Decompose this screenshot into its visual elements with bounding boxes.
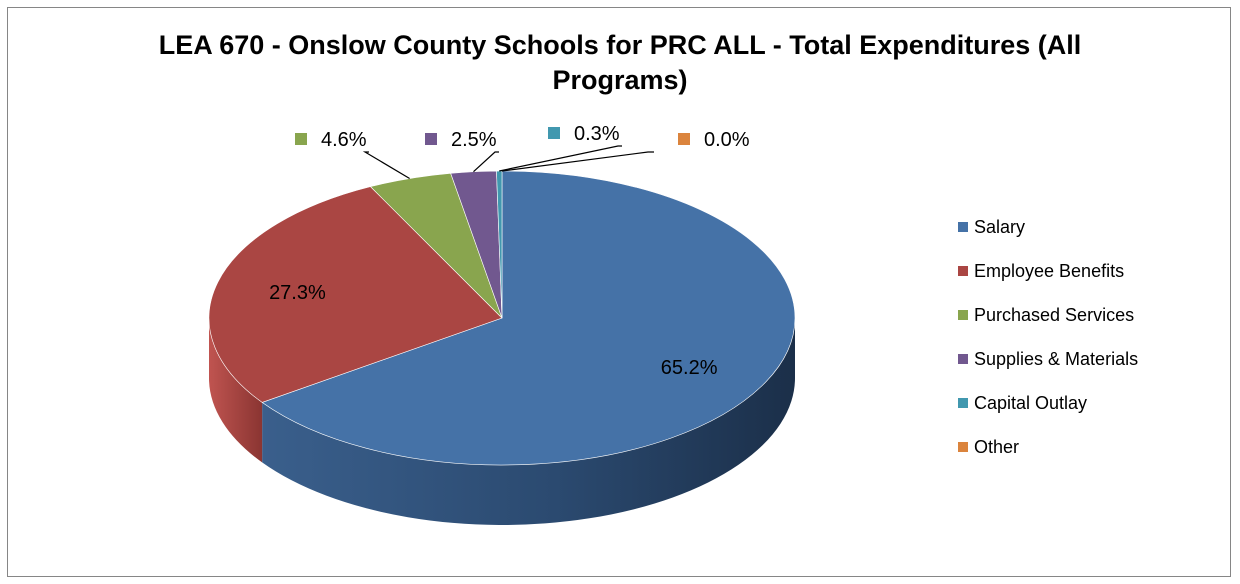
leader-line-supplies-and-materials <box>473 151 499 173</box>
data-label-key-supplies-and-materials <box>425 133 437 145</box>
pie-slice-employee-benefits <box>208 186 503 403</box>
pie-side-employee-benefits <box>209 318 263 463</box>
legend-swatch <box>958 266 968 276</box>
data-label-purchased-services: 4.6% <box>321 129 367 151</box>
legend-label: Employee Benefits <box>974 261 1125 281</box>
data-label-key-capital-outlay <box>548 127 560 139</box>
data-label-salary: 65.2% <box>661 357 718 379</box>
legend-label: Purchased Services <box>974 305 1135 325</box>
data-label-capital-outlay: 0.3% <box>574 123 620 145</box>
pie-slice-salary <box>261 170 796 466</box>
pie-side-salary <box>262 318 796 525</box>
legend-swatch <box>958 442 968 452</box>
legend-swatch <box>958 398 968 408</box>
legend-swatch <box>958 310 968 320</box>
data-label-supplies-and-materials: 2.5% <box>451 129 497 151</box>
legend-label: Other <box>974 437 1020 457</box>
legend-label: Salary <box>974 217 1026 237</box>
leader-line-purchased-services <box>362 151 410 180</box>
legend-swatch <box>958 354 968 364</box>
data-label-key-other <box>678 133 690 145</box>
data-label-employee-benefits: 27.3% <box>269 282 326 304</box>
legend-label: Supplies & Materials <box>974 349 1139 369</box>
leader-line-other <box>501 151 654 172</box>
data-label-other: 0.0% <box>704 129 750 151</box>
legend-label: Capital Outlay <box>974 393 1088 413</box>
leader-line-capital-outlay <box>499 145 622 172</box>
chart-title: LEA 670 - Onslow County Schools for PRC … <box>158 30 1082 95</box>
legend-swatch <box>958 222 968 232</box>
data-label-key-purchased-services <box>295 133 307 145</box>
